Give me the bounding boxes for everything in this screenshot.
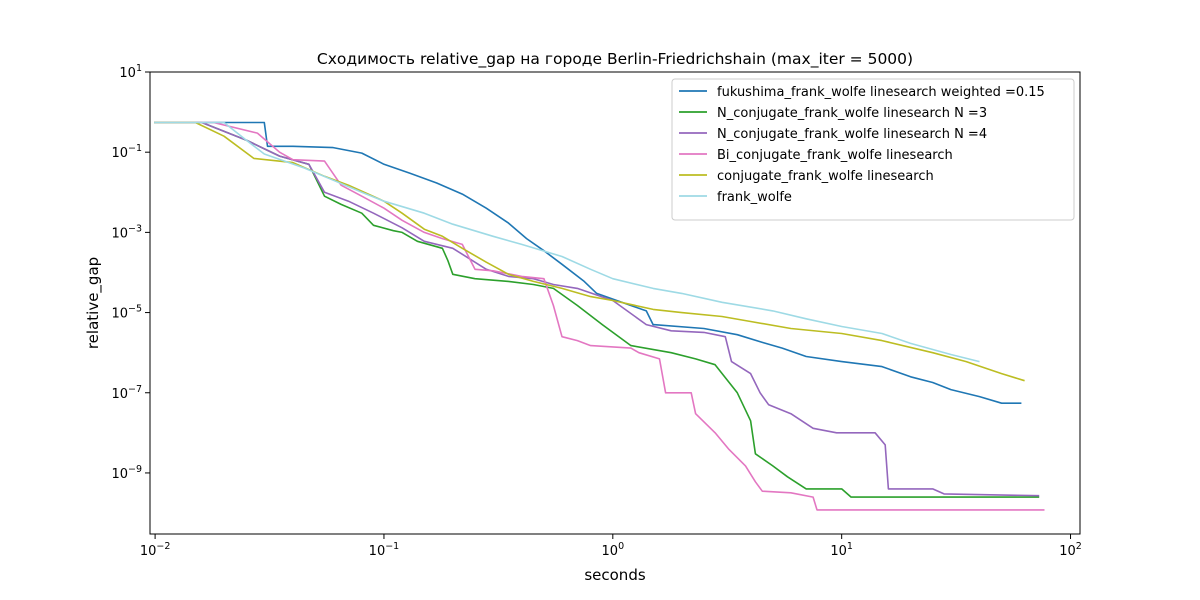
- series-line-2: [154, 121, 1040, 498]
- x-axis-label: seconds: [584, 566, 645, 584]
- series-line-3: [154, 121, 1040, 497]
- series-line-6: [154, 121, 980, 363]
- y-tick-label: 101: [119, 63, 142, 81]
- x-axis: 10−2 10−1 100 101 102: [140, 534, 1082, 559]
- y-tick-label: 10−5: [111, 304, 142, 322]
- x-tick-label: 10−2: [140, 541, 171, 559]
- chart-title: Сходимость relative_gap на городе Berlin…: [317, 50, 913, 69]
- legend-label: frank_wolfe: [717, 190, 792, 205]
- series-line-1: [154, 121, 1022, 404]
- axes-frame: [149, 71, 1081, 535]
- legend-box: [671, 78, 1075, 221]
- x-tick-label: 101: [830, 541, 853, 559]
- y-tick-label: 10−3: [111, 223, 142, 241]
- y-tick-label: 10−7: [111, 384, 142, 402]
- y-tick-label: 10−1: [111, 143, 142, 161]
- legend-label: N_conjugate_frank_wolfe linesearch N =4: [717, 127, 987, 142]
- y-axis-label: relative_gap: [84, 257, 103, 349]
- x-tick-label: 100: [602, 541, 625, 559]
- legend-label: N_conjugate_frank_wolfe linesearch N =3: [717, 106, 987, 121]
- x-tick-label: 10−1: [369, 541, 400, 559]
- y-tick-label: 10−9: [111, 464, 142, 482]
- legend-label: conjugate_frank_wolfe linesearch: [717, 169, 934, 184]
- y-axis: 10−9 10−7 10−5 10−3 10−1 101: [111, 63, 150, 482]
- legend-label: Bi_conjugate_frank_wolfe linesearch: [717, 148, 953, 163]
- legend: fukushima_frank_wolfe linesearch weighte…: [671, 78, 1075, 221]
- x-tick-label: 102: [1059, 541, 1082, 559]
- legend-label: fukushima_frank_wolfe linesearch weighte…: [717, 85, 1045, 100]
- plot-area: [154, 121, 1045, 511]
